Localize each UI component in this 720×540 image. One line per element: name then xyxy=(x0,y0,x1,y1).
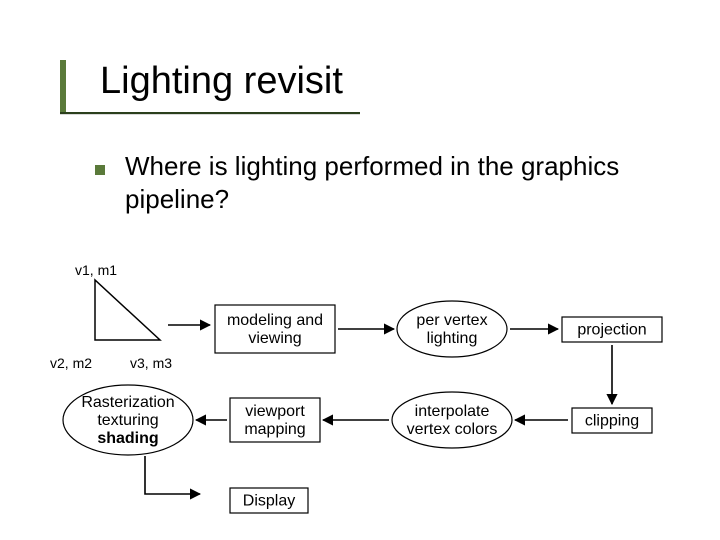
node-interp: interpolatevertex colors xyxy=(392,392,512,448)
arrow-7 xyxy=(145,456,200,494)
svg-text:lighting: lighting xyxy=(427,330,478,347)
node-display: Display xyxy=(230,488,308,513)
vertex-label-v1: v1, m1 xyxy=(75,262,117,278)
svg-text:per vertex: per vertex xyxy=(416,312,487,329)
svg-text:shading: shading xyxy=(97,430,158,447)
svg-text:interpolate: interpolate xyxy=(415,403,490,420)
svg-text:projection: projection xyxy=(577,322,646,339)
node-viewport: viewportmapping xyxy=(230,398,320,442)
node-raster: Rasterizationtexturingshading xyxy=(63,385,193,455)
node-clipping: clipping xyxy=(572,408,652,433)
svg-text:mapping: mapping xyxy=(244,421,305,438)
vertex-label-v2: v2, m2 xyxy=(50,355,92,371)
pipeline-diagram: v1, m1 v2, m2 v3, m3 modeling andviewing… xyxy=(0,0,720,540)
svg-text:modeling and: modeling and xyxy=(227,312,323,329)
svg-text:texturing: texturing xyxy=(97,412,158,429)
svg-text:vertex colors: vertex colors xyxy=(407,421,498,438)
svg-text:viewing: viewing xyxy=(248,330,301,347)
svg-text:clipping: clipping xyxy=(585,413,639,430)
svg-text:viewport: viewport xyxy=(245,403,305,420)
svg-text:Rasterization: Rasterization xyxy=(81,394,174,411)
triangle-icon xyxy=(95,280,160,340)
vertex-label-v3: v3, m3 xyxy=(130,355,172,371)
node-projection: projection xyxy=(562,317,662,342)
slide: Lighting revisit Where is lighting perfo… xyxy=(0,0,720,540)
node-pervertex: per vertexlighting xyxy=(397,301,507,357)
svg-text:Display: Display xyxy=(243,493,295,510)
node-modeling: modeling andviewing xyxy=(215,305,335,353)
